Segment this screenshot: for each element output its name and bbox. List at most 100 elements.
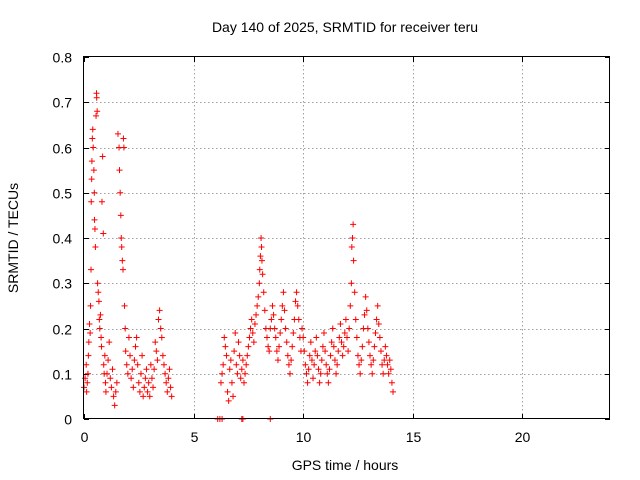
data-point: [227, 357, 234, 364]
data-point: [370, 357, 377, 364]
data-point: [316, 379, 323, 386]
data-point: [156, 307, 163, 314]
data-point: [383, 352, 390, 359]
data-point: [367, 352, 374, 359]
data-point: [219, 370, 226, 377]
data-point: [100, 361, 107, 368]
data-point: [120, 135, 127, 142]
data-point: [88, 198, 95, 205]
data-point: [150, 384, 157, 391]
chart-title: Day 140 of 2025, SRMTID for receiver ter…: [212, 19, 478, 35]
data-point: [111, 402, 118, 409]
data-point: [89, 135, 96, 142]
data-point: [122, 348, 129, 355]
data-point: [163, 379, 170, 386]
grid: [84, 57, 610, 419]
data-point: [118, 235, 125, 241]
data-point: [102, 379, 109, 386]
data-point: [295, 316, 302, 323]
data-point: [245, 343, 252, 350]
data-point: [221, 334, 228, 341]
data-point: [223, 352, 230, 359]
data-point: [151, 366, 158, 373]
data-point: [107, 375, 114, 382]
data-point: [278, 316, 285, 323]
data-point: [122, 325, 129, 332]
data-point: [137, 370, 144, 377]
y-axis-label: SRMTID / TECUs: [5, 183, 21, 293]
data-point: [276, 343, 283, 350]
data-point: [243, 361, 250, 368]
data-point: [325, 379, 332, 386]
y-tick-label: 0.6: [53, 141, 73, 157]
data-point: [350, 257, 357, 264]
data-point: [319, 343, 326, 350]
data-point: [117, 189, 124, 196]
data-point: [95, 289, 102, 296]
data-point: [256, 266, 263, 273]
data-point: [385, 370, 392, 377]
x-axis-label: GPS time / hours: [292, 457, 399, 473]
data-point: [109, 366, 116, 373]
data-point: [358, 357, 365, 364]
data-point: [308, 357, 315, 364]
data-point: [98, 198, 105, 205]
data-point: [361, 311, 368, 318]
data-point: [282, 325, 289, 332]
data-point: [120, 144, 127, 151]
data-point: [329, 325, 336, 332]
data-point: [341, 330, 348, 337]
data-point: [256, 280, 263, 287]
data-point: [386, 357, 393, 364]
data-point: [108, 384, 115, 391]
data-point: [334, 361, 341, 368]
data-point: [106, 339, 113, 346]
data-point: [147, 361, 154, 368]
data-point: [155, 316, 162, 323]
data-point: [238, 366, 245, 373]
data-points: [81, 90, 397, 422]
data-point: [112, 388, 119, 395]
data-point: [274, 357, 281, 364]
data-point: [93, 94, 100, 101]
data-point: [351, 289, 358, 296]
data-point: [226, 366, 233, 373]
data-point: [96, 325, 103, 332]
data-point: [239, 357, 246, 364]
data-point: [303, 370, 310, 377]
data-point: [328, 339, 335, 346]
data-point: [350, 221, 357, 228]
data-point: [258, 244, 265, 251]
data-point: [143, 366, 150, 373]
data-point: [92, 244, 99, 251]
data-point: [375, 320, 382, 327]
data-point: [363, 307, 370, 314]
data-point: [250, 339, 257, 346]
data-point: [88, 158, 95, 165]
data-point: [95, 298, 102, 305]
data-point: [322, 348, 329, 355]
data-point: [261, 307, 268, 314]
data-point: [124, 370, 131, 377]
data-point: [307, 339, 314, 346]
y-tick-label: 0.3: [53, 276, 73, 292]
data-point: [356, 361, 363, 368]
data-point: [314, 352, 321, 359]
data-point: [382, 343, 389, 350]
data-point: [129, 366, 136, 373]
data-point: [257, 253, 264, 260]
data-point: [352, 316, 359, 323]
data-point: [251, 320, 258, 327]
data-point: [91, 189, 98, 196]
data-point: [248, 316, 255, 323]
data-point: [353, 334, 360, 341]
data-point: [101, 352, 108, 359]
data-point: [242, 370, 249, 377]
y-tick-label: 0.1: [53, 367, 73, 383]
data-point: [104, 370, 111, 377]
y-tick-label: 0.7: [53, 95, 73, 111]
data-point: [237, 375, 244, 382]
y-tick-label: 0.2: [53, 322, 73, 338]
data-point: [220, 361, 227, 368]
data-point: [168, 393, 175, 400]
